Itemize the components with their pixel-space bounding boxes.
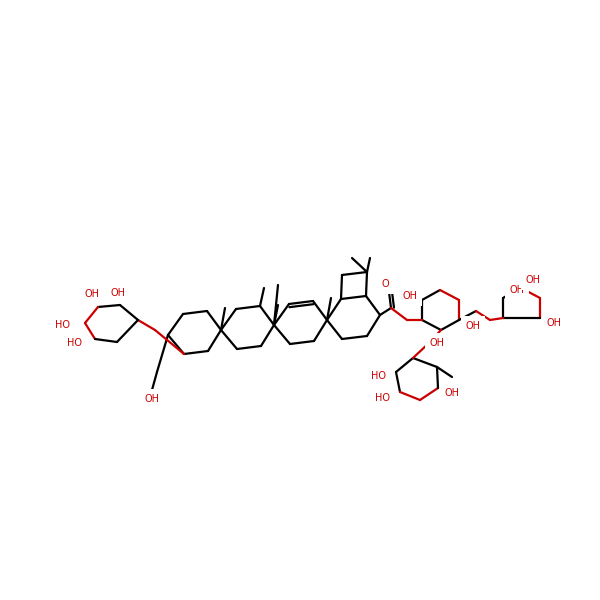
- Text: OH: OH: [430, 338, 445, 348]
- Text: OH: OH: [445, 388, 460, 398]
- Text: O: O: [381, 279, 389, 289]
- Text: OH: OH: [509, 285, 524, 295]
- Text: OH: OH: [526, 275, 541, 285]
- Text: OH: OH: [145, 394, 160, 404]
- Text: HO: HO: [374, 393, 389, 403]
- Text: HO: HO: [371, 371, 386, 381]
- Text: OH: OH: [85, 289, 100, 299]
- Text: OH: OH: [466, 321, 481, 331]
- Text: HO: HO: [67, 338, 83, 348]
- Text: OH: OH: [110, 288, 125, 298]
- Text: OH: OH: [403, 291, 418, 301]
- Text: HO: HO: [56, 320, 71, 330]
- Text: OH: OH: [547, 318, 562, 328]
